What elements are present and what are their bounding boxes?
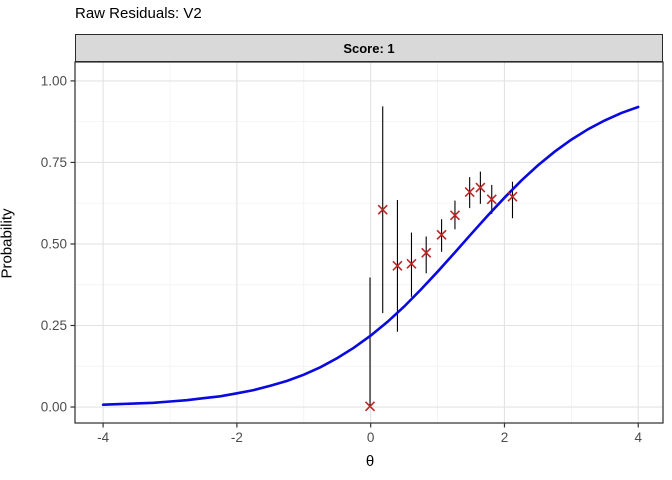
y-tick-label: 0.25 bbox=[41, 318, 67, 333]
residual-x-marker bbox=[449, 210, 461, 221]
residual-x-marker bbox=[475, 182, 486, 193]
residual-x-marker bbox=[377, 204, 388, 215]
panel-background bbox=[75, 62, 663, 423]
plot-title: Raw Residuals: V2 bbox=[75, 5, 202, 22]
y-tick-label: 0.00 bbox=[41, 400, 67, 415]
x-tick-label: 4 bbox=[634, 430, 642, 445]
facet-strip-label: Score: 1 bbox=[343, 40, 395, 56]
residual-x-marker bbox=[486, 194, 497, 205]
y-tick-label: 0.75 bbox=[41, 155, 67, 170]
x-tick-label: 0 bbox=[367, 430, 375, 445]
residual-x-marker bbox=[464, 187, 475, 198]
residual-x-marker bbox=[364, 401, 376, 412]
residual-x-marker bbox=[392, 260, 403, 271]
x-tick-label: -4 bbox=[97, 430, 109, 445]
x-tick-label: -2 bbox=[231, 430, 243, 445]
residual-x-marker bbox=[436, 229, 447, 240]
x-tick-label: 2 bbox=[501, 430, 509, 445]
residual-x-marker bbox=[421, 247, 432, 258]
y-axis-title: Probability bbox=[0, 208, 16, 279]
y-tick-label: 0.50 bbox=[41, 236, 67, 251]
x-axis-title: θ bbox=[365, 453, 375, 470]
icc-curve bbox=[101, 105, 640, 406]
panel-border bbox=[74, 61, 664, 424]
residual-x-marker bbox=[507, 191, 518, 202]
residual-x-marker bbox=[406, 258, 417, 269]
y-tick-label: 1.00 bbox=[41, 73, 67, 88]
